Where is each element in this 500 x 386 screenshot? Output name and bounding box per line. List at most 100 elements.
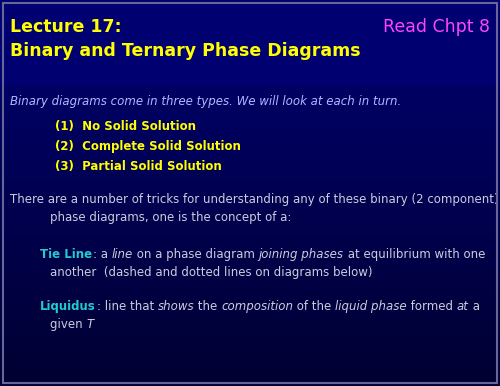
Text: There are a number of tricks for understanding any of these binary (2 component): There are a number of tricks for underst…	[10, 193, 498, 206]
Text: Tie Line: Tie Line	[40, 248, 92, 261]
Bar	[0, 160, 500, 163]
Text: formed: formed	[407, 300, 457, 313]
Bar	[0, 163, 500, 166]
Text: composition: composition	[222, 300, 294, 313]
Bar	[0, 284, 500, 287]
Bar	[0, 172, 500, 175]
Bar	[0, 151, 500, 154]
Text: another  (dashed and dotted lines on diagrams below): another (dashed and dotted lines on diag…	[50, 266, 372, 279]
Bar	[0, 109, 500, 112]
Text: on a phase diagram: on a phase diagram	[133, 248, 259, 261]
Text: given: given	[50, 318, 86, 331]
Bar	[0, 208, 500, 212]
Bar	[0, 115, 500, 118]
Bar	[0, 296, 500, 299]
Bar	[0, 332, 500, 335]
Bar	[0, 187, 500, 190]
Bar	[0, 368, 500, 371]
Bar	[0, 274, 500, 278]
Bar	[0, 97, 500, 100]
Bar	[0, 85, 500, 88]
Text: at equilibrium with one: at equilibrium with one	[344, 248, 485, 261]
Bar	[0, 214, 500, 217]
Bar	[0, 377, 500, 380]
Bar	[0, 320, 500, 323]
Bar	[0, 112, 500, 115]
Text: T: T	[86, 318, 94, 331]
Bar	[0, 347, 500, 350]
Bar	[0, 227, 500, 229]
Text: (2)  Complete Solid Solution: (2) Complete Solid Solution	[55, 140, 241, 153]
Bar	[0, 350, 500, 353]
Bar	[0, 323, 500, 326]
Bar	[0, 130, 500, 133]
Bar	[0, 356, 500, 359]
Bar	[0, 359, 500, 362]
Bar	[0, 229, 500, 232]
Bar	[0, 272, 500, 274]
Bar	[0, 166, 500, 169]
Bar	[0, 223, 500, 227]
Bar	[0, 139, 500, 142]
Bar	[0, 266, 500, 269]
Bar	[0, 91, 500, 94]
Bar	[0, 205, 500, 208]
Bar	[0, 199, 500, 202]
Bar	[0, 133, 500, 136]
Text: phase diagrams, one is the concept of a:: phase diagrams, one is the concept of a:	[50, 211, 292, 224]
Bar	[0, 142, 500, 145]
Bar	[0, 257, 500, 259]
Bar	[0, 335, 500, 338]
Bar	[0, 305, 500, 308]
Bar	[0, 326, 500, 329]
Text: a: a	[468, 300, 479, 313]
Bar	[0, 202, 500, 205]
Bar	[0, 106, 500, 109]
Text: Binary diagrams come in three types. We will look at each in turn.: Binary diagrams come in three types. We …	[10, 95, 401, 108]
Bar	[0, 127, 500, 130]
Text: Binary and Ternary Phase Diagrams: Binary and Ternary Phase Diagrams	[10, 42, 360, 60]
Bar	[0, 317, 500, 320]
Text: shows: shows	[158, 300, 194, 313]
Bar	[0, 290, 500, 293]
Bar	[0, 217, 500, 220]
Bar	[0, 190, 500, 193]
Bar	[0, 314, 500, 317]
Text: joining phases: joining phases	[259, 248, 344, 261]
Text: (1)  No Solid Solution: (1) No Solid Solution	[55, 120, 196, 133]
Bar	[0, 299, 500, 302]
Bar	[0, 374, 500, 377]
Bar	[0, 239, 500, 242]
Bar	[0, 293, 500, 296]
Bar	[0, 308, 500, 311]
Text: Liquidus: Liquidus	[40, 300, 96, 313]
Bar	[0, 154, 500, 157]
Text: line: line	[112, 248, 133, 261]
Bar	[0, 353, 500, 356]
Bar	[0, 175, 500, 178]
Bar	[0, 262, 500, 266]
Bar	[0, 196, 500, 199]
Bar	[0, 281, 500, 284]
Bar	[0, 184, 500, 187]
Bar	[0, 181, 500, 184]
Bar	[0, 242, 500, 244]
Bar	[0, 220, 500, 223]
Bar	[0, 380, 500, 383]
Bar	[0, 103, 500, 106]
Bar	[0, 124, 500, 127]
Bar	[0, 100, 500, 103]
Bar	[0, 371, 500, 374]
Bar	[0, 247, 500, 251]
Text: Read Chpt 8: Read Chpt 8	[383, 18, 490, 36]
Bar	[0, 338, 500, 341]
Bar	[0, 118, 500, 121]
Text: of the: of the	[294, 300, 336, 313]
Bar	[0, 235, 500, 239]
Bar	[0, 251, 500, 254]
Bar	[0, 287, 500, 290]
Bar	[0, 311, 500, 314]
Text: : a: : a	[93, 248, 112, 261]
Bar	[0, 365, 500, 368]
Bar	[0, 212, 500, 214]
